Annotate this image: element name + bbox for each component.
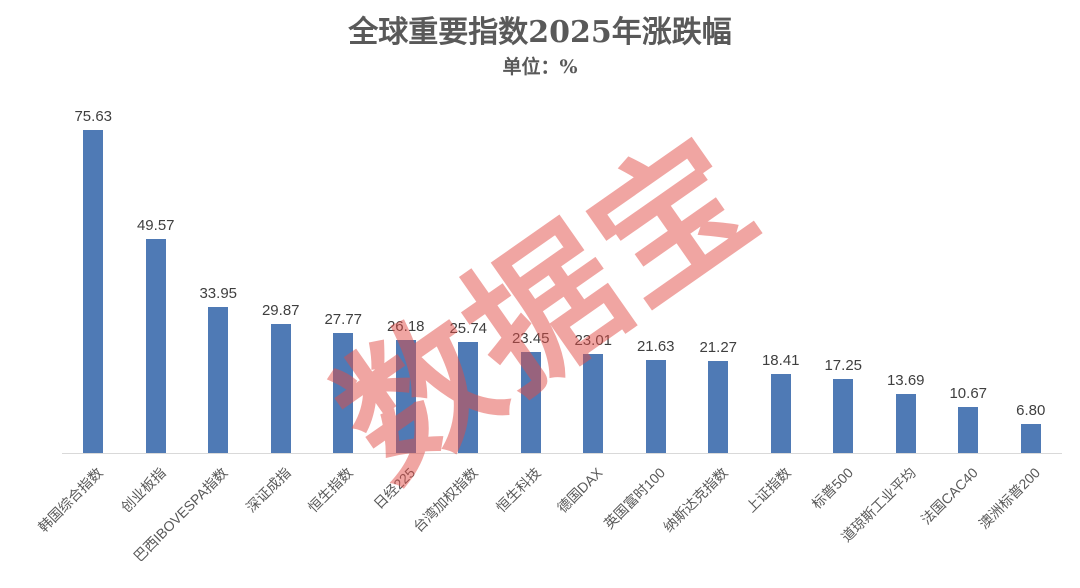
bar-column: 17.25 标普500 xyxy=(808,108,875,512)
category-label: 澳洲标普200 xyxy=(976,464,1044,532)
bar-column: 75.63 韩国综合指数 xyxy=(35,108,125,535)
bar-value-label: 27.77 xyxy=(324,311,363,329)
bar-column: 33.95 巴西IBOVESPA指数 xyxy=(131,108,250,565)
bar-value-label: 6.80 xyxy=(1016,401,1046,419)
bar xyxy=(645,359,666,453)
bar xyxy=(208,306,229,453)
bar-column: 26.18 日经225 xyxy=(371,108,438,512)
category-label: 纳斯达克指数 xyxy=(660,464,731,536)
bar xyxy=(458,342,479,453)
bar-value-label: 29.87 xyxy=(261,302,300,320)
bar xyxy=(270,324,291,453)
bar-column: 23.45 恒生科技 xyxy=(493,108,563,515)
bar xyxy=(708,361,729,453)
category-label: 恒生指数 xyxy=(305,464,356,516)
bar xyxy=(333,333,354,453)
bar xyxy=(895,394,916,453)
bar-value-label: 21.63 xyxy=(636,337,675,355)
category-label: 标普500 xyxy=(808,464,856,513)
category-label: 台湾加权指数 xyxy=(410,464,481,536)
bar-column: 25.74 台湾加权指数 xyxy=(410,108,500,535)
bar-column: 29.87 深证成指 xyxy=(243,108,313,515)
bar-value-label: 21.27 xyxy=(699,339,738,357)
category-label: 深证成指 xyxy=(242,464,294,516)
bar xyxy=(958,407,979,453)
bar-column: 10.67 法国CAC40 xyxy=(918,108,1000,527)
bar-value-label: 33.95 xyxy=(199,284,238,302)
bar-column: 27.77 恒生指数 xyxy=(305,108,375,515)
x-axis-line xyxy=(62,453,1062,454)
bar xyxy=(833,378,854,453)
bar-value-label: 26.18 xyxy=(386,318,425,336)
bar-column: 6.80 澳洲标普200 xyxy=(976,108,1063,532)
category-label: 日经225 xyxy=(370,464,419,513)
bar xyxy=(1020,423,1041,453)
bar-value-label: 23.01 xyxy=(574,331,613,349)
category-label: 创业板指 xyxy=(117,464,169,516)
bar-column: 21.27 纳斯达克指数 xyxy=(660,108,750,535)
bar-column: 21.63 英国富时100 xyxy=(601,108,688,532)
bar-value-label: 49.57 xyxy=(136,217,175,235)
category-label: 上证指数 xyxy=(742,464,794,516)
bar-column: 18.41 上证指数 xyxy=(743,108,813,516)
category-label: 韩国综合指数 xyxy=(35,464,106,536)
bar-column: 49.57 创业板指 xyxy=(118,108,188,515)
bar xyxy=(520,351,541,453)
category-label: 法国CAC40 xyxy=(917,464,981,528)
bar xyxy=(83,130,104,453)
bar-value-label: 18.41 xyxy=(761,351,800,369)
bar xyxy=(770,373,791,453)
bar xyxy=(583,353,604,453)
bar-value-label: 25.74 xyxy=(449,320,488,337)
category-label: 恒生科技 xyxy=(492,464,544,516)
bar-value-label: 75.63 xyxy=(74,108,113,125)
bar xyxy=(145,239,166,453)
bar-column: 23.01 德国DAX xyxy=(555,108,625,516)
category-label: 德国DAX xyxy=(554,464,606,516)
bar-value-label: 13.69 xyxy=(886,372,925,389)
plot-area: 75.63 韩国综合指数 49.57 创业板指 33.95 巴西IBOVESPA指数 29.… xyxy=(35,108,1063,565)
bar-value-label: 23.45 xyxy=(511,329,550,347)
bar-column: 13.69 道琼斯工业平均 xyxy=(838,108,938,545)
bar xyxy=(395,340,416,453)
bar-value-label: 10.67 xyxy=(949,385,988,402)
bar-value-label: 17.25 xyxy=(824,356,863,374)
chart-title: 全球重要指数2025年涨跌幅 xyxy=(348,15,732,50)
chart-subtitle: 单位：% xyxy=(502,56,578,78)
